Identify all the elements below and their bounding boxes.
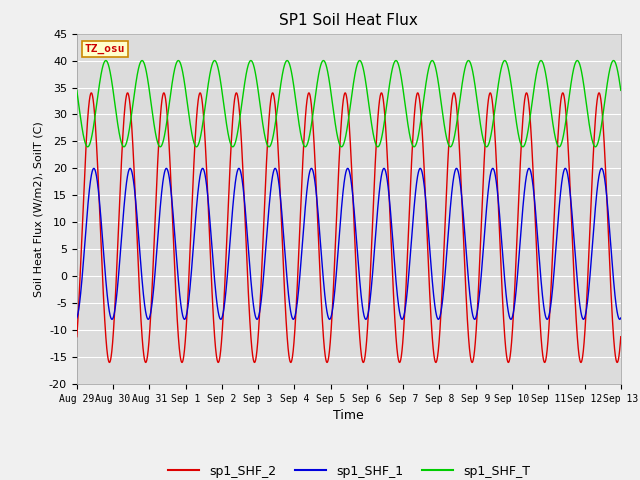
X-axis label: Time: Time: [333, 409, 364, 422]
Text: TZ_osu: TZ_osu: [85, 44, 125, 54]
Y-axis label: Soil Heat Flux (W/m2), SoilT (C): Soil Heat Flux (W/m2), SoilT (C): [33, 121, 44, 297]
Legend: sp1_SHF_2, sp1_SHF_1, sp1_SHF_T: sp1_SHF_2, sp1_SHF_1, sp1_SHF_T: [163, 460, 535, 480]
Title: SP1 Soil Heat Flux: SP1 Soil Heat Flux: [280, 13, 418, 28]
